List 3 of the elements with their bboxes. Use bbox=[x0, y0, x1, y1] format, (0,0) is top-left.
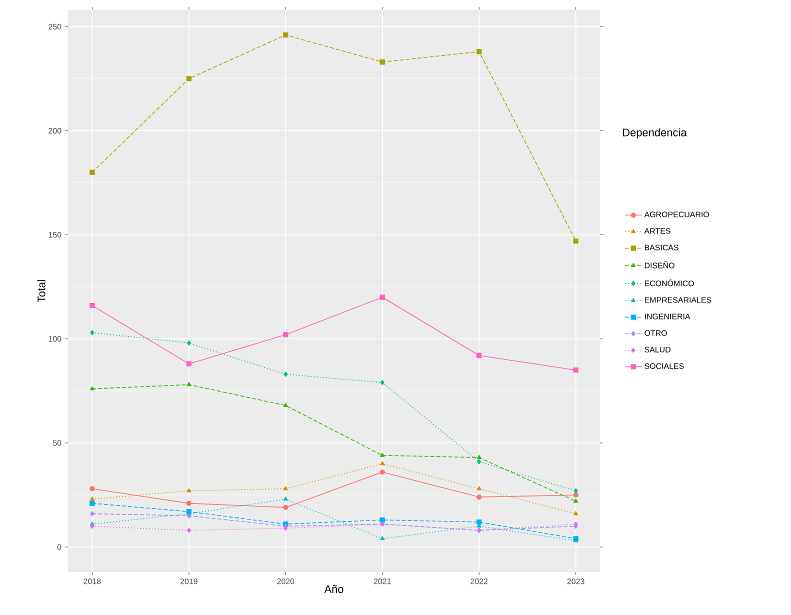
x-axis-title: Año bbox=[324, 584, 344, 593]
legend-title: Dependencia bbox=[623, 128, 687, 139]
y-axis-title: Total bbox=[37, 280, 46, 302]
